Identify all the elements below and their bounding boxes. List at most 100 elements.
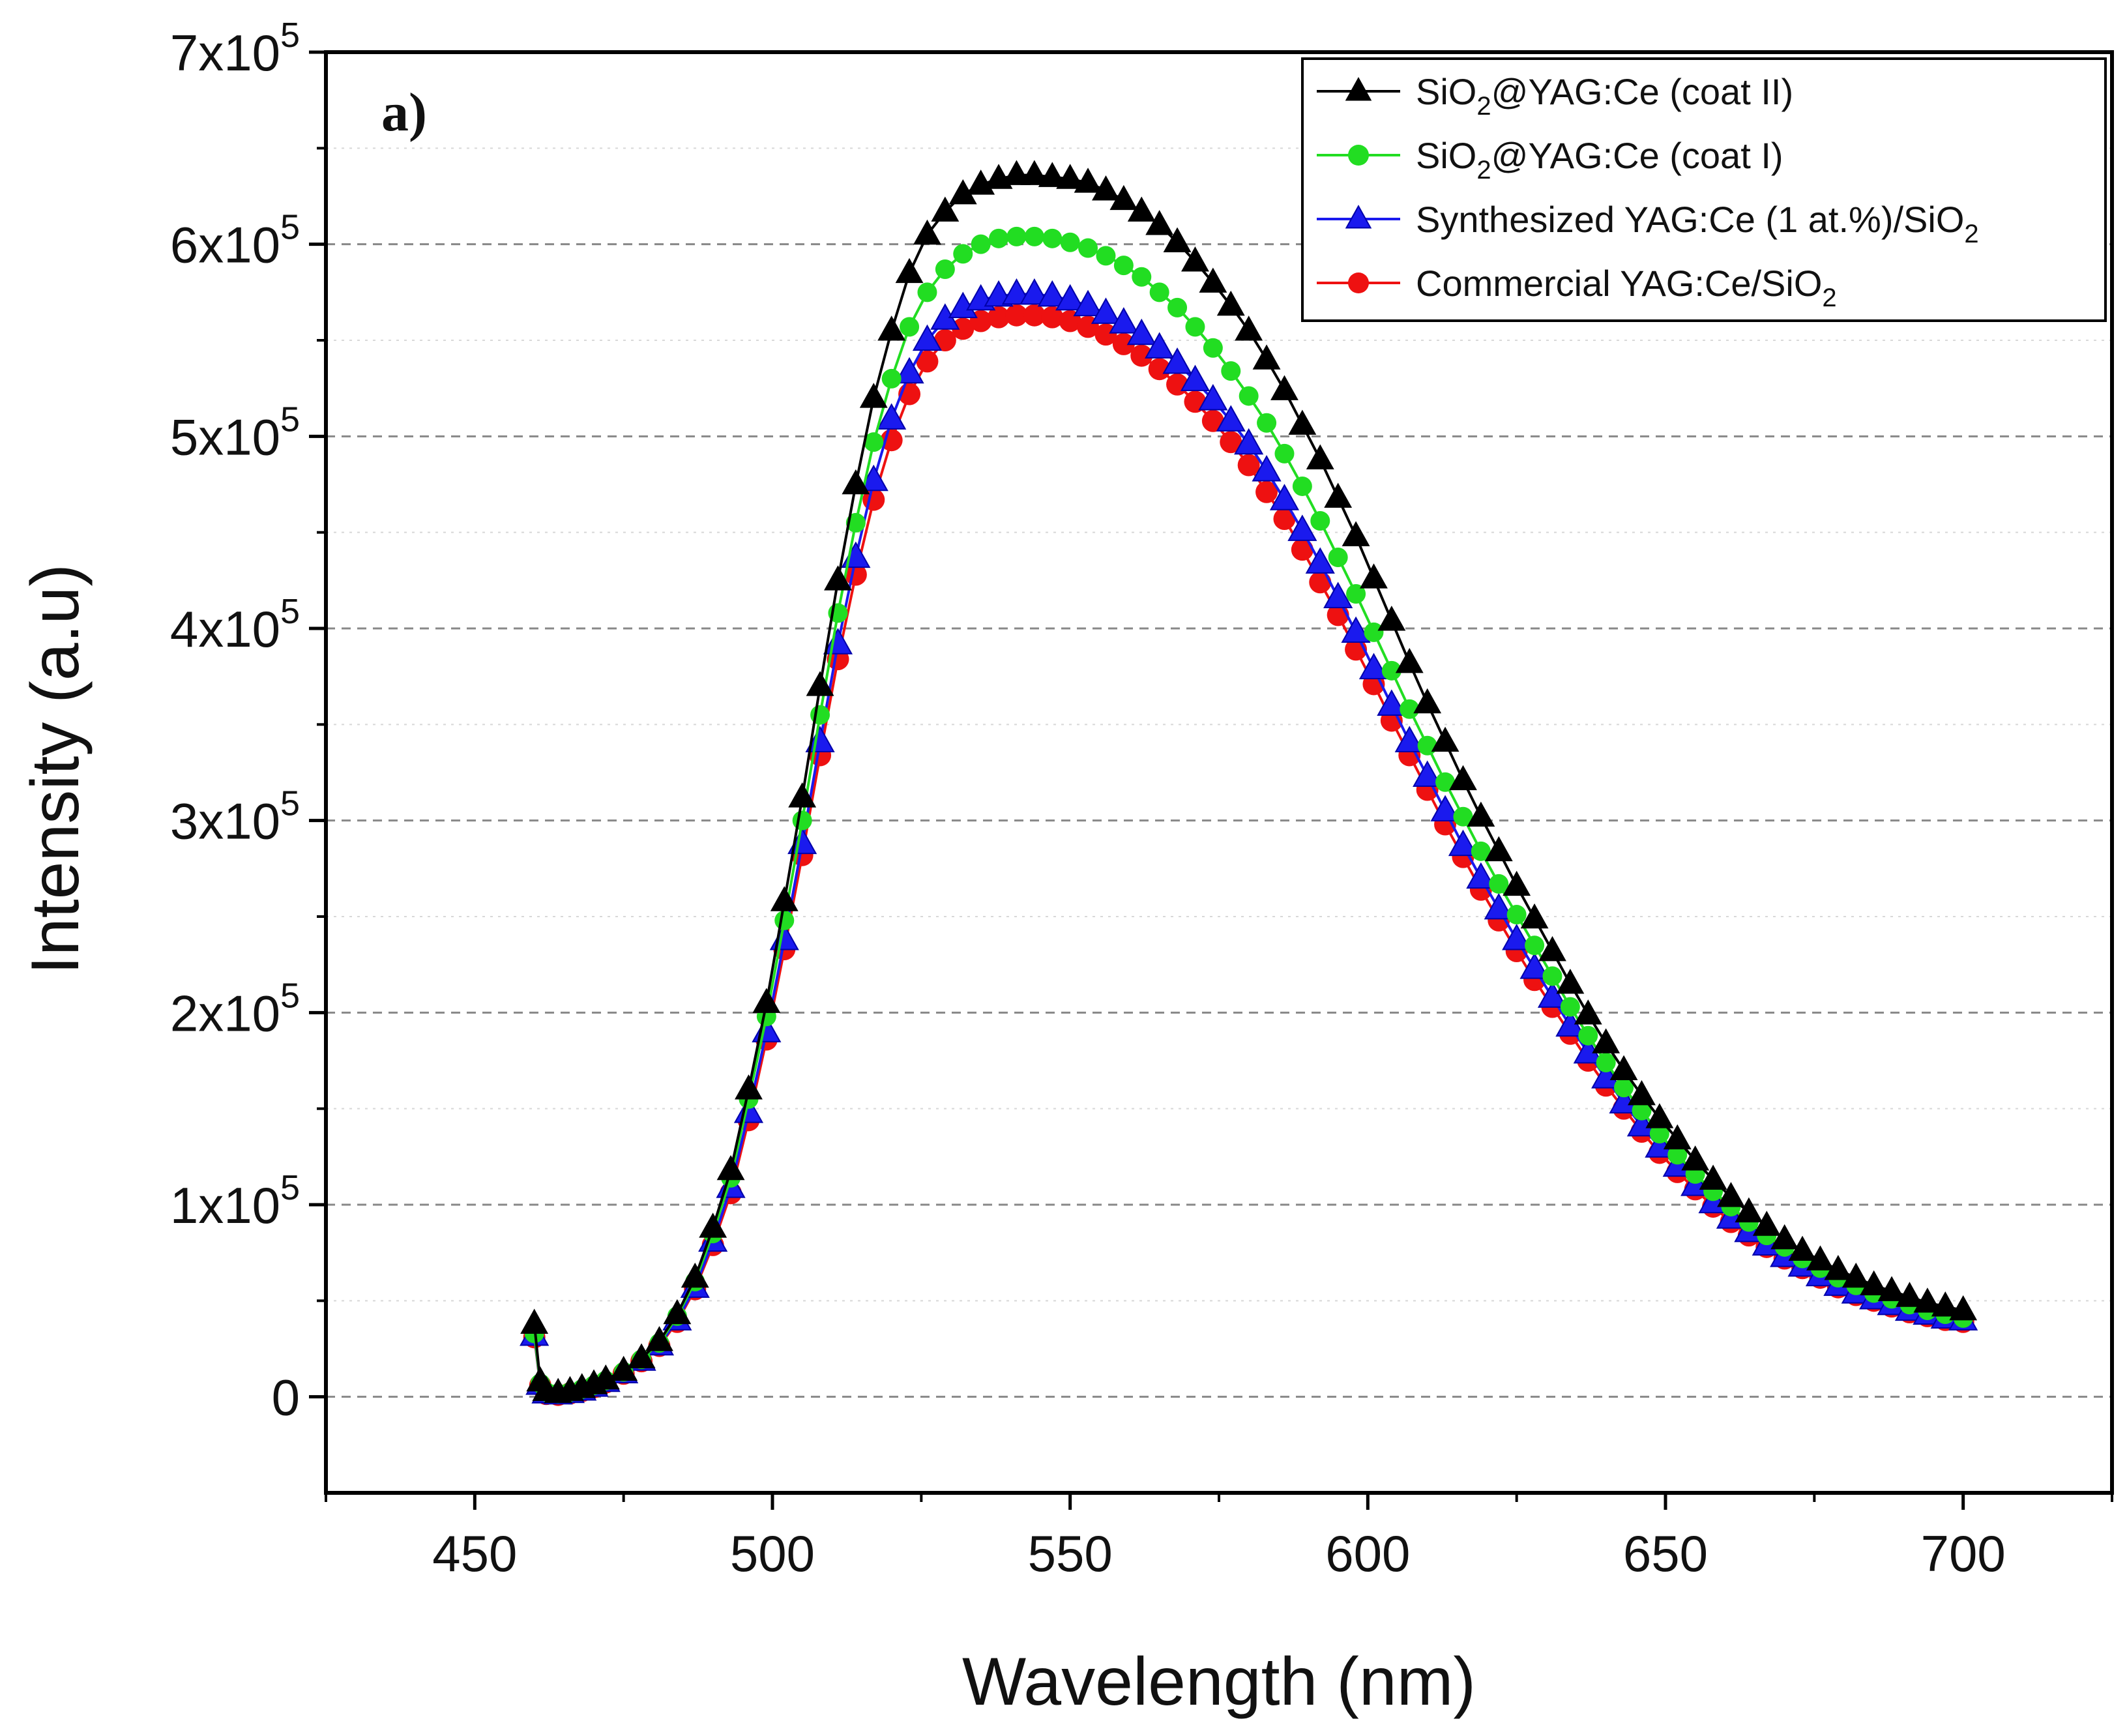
x-tick-label: 450 — [432, 1525, 517, 1582]
legend: SiO2@YAG:Ce (coat II) SiO2@YAG:Ce (coat I… — [1301, 57, 2107, 322]
data-point — [1185, 317, 1205, 337]
y-tick-label: 0 — [272, 1369, 300, 1426]
data-point — [988, 306, 1010, 329]
data-point — [1092, 175, 1120, 201]
y-axis-title: Intensity (a.u) — [18, 564, 93, 975]
data-point — [735, 1074, 763, 1100]
data-point — [1377, 606, 1406, 631]
x-tick-label: 550 — [1028, 1525, 1113, 1582]
data-point — [774, 910, 795, 930]
data-point — [1538, 935, 1566, 962]
data-point — [663, 1299, 692, 1325]
data-point — [1220, 431, 1242, 454]
data-point — [1181, 246, 1209, 272]
data-point — [916, 350, 939, 373]
data-point — [1519, 952, 1549, 979]
data-point — [1360, 563, 1388, 589]
data-point — [699, 1213, 727, 1238]
data-point — [1112, 332, 1135, 355]
data-point — [1663, 1124, 1692, 1150]
data-point — [520, 1308, 549, 1334]
data-point — [770, 886, 799, 911]
data-point — [1109, 307, 1139, 334]
data-point — [1506, 905, 1527, 925]
data-point — [1328, 547, 1348, 567]
data-point — [894, 357, 924, 384]
legend-label: Commercial YAG:Ce/SiO2 — [1416, 263, 1837, 312]
y-tick-label: 4x105 — [170, 592, 300, 658]
data-point — [1270, 375, 1298, 400]
data-point — [1306, 444, 1334, 469]
data-point — [953, 244, 973, 264]
data-series — [520, 160, 1978, 1406]
data-point — [877, 316, 906, 341]
data-point — [1381, 660, 1401, 681]
data-point — [952, 317, 975, 340]
series-0 — [520, 160, 1978, 1404]
data-point — [1395, 647, 1424, 673]
data-point — [912, 324, 943, 351]
data-point — [1019, 278, 1049, 305]
y-tick-label: 1x105 — [170, 1168, 300, 1234]
data-point — [1042, 228, 1063, 248]
data-point — [1471, 841, 1491, 861]
data-point — [1291, 538, 1313, 561]
x-tick-label: 600 — [1325, 1525, 1410, 1582]
data-point — [1198, 383, 1228, 411]
data-point — [1292, 476, 1312, 496]
data-point — [1127, 196, 1156, 222]
data-point — [1502, 923, 1532, 950]
data-point — [1841, 1262, 1870, 1288]
data-point — [1556, 969, 1585, 994]
data-point — [881, 368, 902, 389]
legend-label: Synthesized YAG:Ce (1 at.%)/SiO2 — [1416, 199, 1979, 248]
data-point — [1484, 892, 1514, 920]
data-point — [1149, 282, 1169, 302]
data-point — [788, 782, 817, 808]
data-point — [1931, 1291, 1959, 1317]
x-axis-title: Wavelength (nm) — [962, 1644, 1476, 1720]
data-point — [931, 196, 960, 222]
data-point — [1628, 1080, 1656, 1106]
y-tick-label: 6x105 — [170, 208, 300, 274]
data-point — [1288, 409, 1317, 435]
data-point — [1180, 364, 1210, 391]
data-point — [935, 259, 955, 279]
data-point — [752, 988, 781, 1013]
data-point — [1020, 160, 1049, 185]
x-tick-label: 650 — [1623, 1525, 1708, 1582]
data-point — [1073, 289, 1103, 317]
data-point — [1163, 227, 1192, 252]
data-point — [1560, 997, 1580, 1017]
data-point — [792, 810, 812, 831]
data-point — [1448, 829, 1478, 857]
data-point — [1287, 514, 1317, 541]
data-point — [1413, 760, 1443, 787]
data-point — [1430, 795, 1460, 822]
data-point — [1037, 280, 1067, 307]
data-point — [1199, 267, 1227, 293]
legend-marker — [1348, 272, 1369, 293]
data-point — [1489, 874, 1509, 894]
data-point — [1609, 1055, 1638, 1081]
data-point — [1467, 801, 1495, 827]
data-point — [1377, 689, 1407, 716]
data-point — [1896, 1282, 1924, 1307]
y-tick-label: 7x105 — [170, 16, 300, 81]
data-point — [913, 219, 941, 245]
data-point — [1145, 332, 1175, 359]
data-point — [1235, 316, 1263, 341]
data-point — [1239, 386, 1259, 406]
data-point — [1201, 409, 1224, 432]
data-point — [1203, 338, 1223, 358]
data-point — [1341, 616, 1371, 643]
data-point — [1466, 862, 1496, 889]
y-tick-label: 3x105 — [170, 784, 300, 850]
data-point — [645, 1326, 673, 1351]
data-point — [1435, 772, 1456, 792]
data-point — [933, 329, 956, 351]
grid-lines — [326, 147, 2112, 1398]
data-point — [1038, 162, 1066, 187]
data-point — [1364, 622, 1384, 642]
data-point — [1752, 1211, 1781, 1236]
